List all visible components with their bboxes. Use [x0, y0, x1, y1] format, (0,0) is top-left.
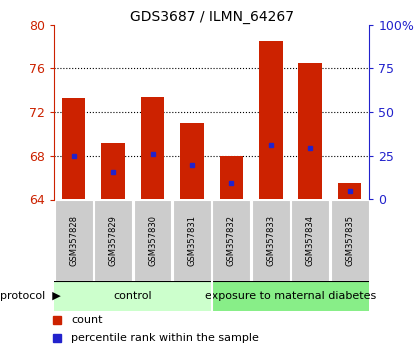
- Text: exposure to maternal diabetes: exposure to maternal diabetes: [205, 291, 376, 301]
- Text: GSM357830: GSM357830: [148, 215, 157, 266]
- Text: count: count: [71, 315, 103, 325]
- Bar: [259, 41, 283, 200]
- Text: GSM357833: GSM357833: [266, 215, 275, 266]
- Bar: [212, 281, 369, 312]
- Bar: [94, 200, 132, 281]
- Bar: [173, 200, 211, 281]
- Bar: [55, 200, 93, 281]
- Bar: [54, 281, 212, 312]
- Bar: [331, 200, 369, 281]
- Bar: [134, 200, 171, 281]
- Text: percentile rank within the sample: percentile rank within the sample: [71, 333, 259, 343]
- Bar: [291, 200, 329, 281]
- Bar: [141, 97, 164, 200]
- Text: GSM357828: GSM357828: [69, 215, 78, 266]
- Title: GDS3687 / ILMN_64267: GDS3687 / ILMN_64267: [129, 10, 294, 24]
- Bar: [180, 123, 204, 200]
- Text: protocol  ▶: protocol ▶: [0, 291, 61, 301]
- Bar: [220, 156, 243, 200]
- Text: GSM357832: GSM357832: [227, 215, 236, 266]
- Bar: [212, 200, 250, 281]
- Bar: [101, 143, 125, 200]
- Text: GSM357835: GSM357835: [345, 215, 354, 266]
- Bar: [62, 98, 85, 200]
- Text: GSM357831: GSM357831: [188, 215, 196, 266]
- Bar: [338, 183, 361, 200]
- Text: GSM357829: GSM357829: [109, 215, 117, 266]
- Bar: [252, 200, 290, 281]
- Bar: [298, 63, 322, 200]
- Text: control: control: [113, 291, 152, 301]
- Text: GSM357834: GSM357834: [306, 215, 315, 266]
